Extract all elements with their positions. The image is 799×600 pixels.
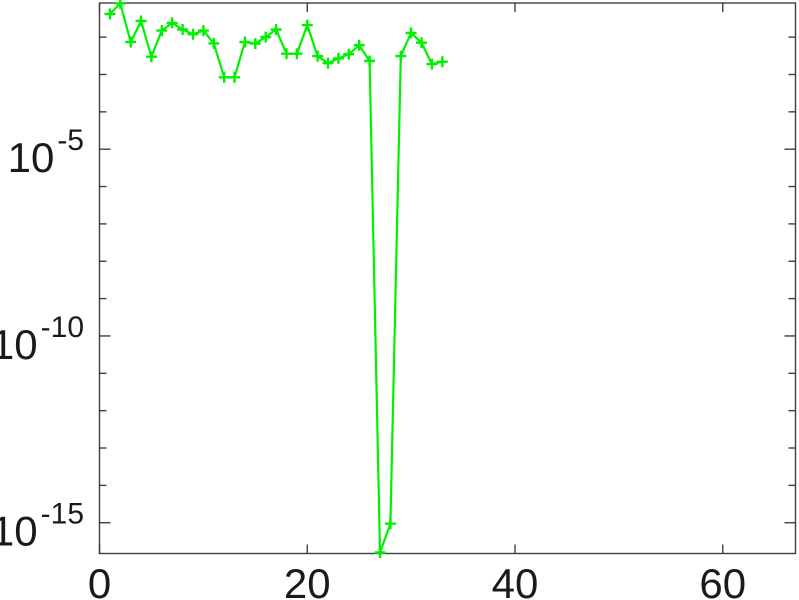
series-error-curve <box>104 0 448 558</box>
y-tick-label: 10 -10 <box>0 311 84 368</box>
x-tick-label: 40 <box>492 560 539 600</box>
plot-box <box>98 2 797 555</box>
y-tick-label: 10 -15 <box>0 498 84 555</box>
y-tick-label: 10 -5 <box>8 124 84 181</box>
x-tick-label: 20 <box>284 560 331 600</box>
x-tick-label: 60 <box>699 560 746 600</box>
axis-ticks <box>98 3 796 554</box>
y-tick-labels: 10-5 10-10 10-15 <box>0 124 84 555</box>
x-tick-labels: 0 20 40 60 <box>88 560 746 600</box>
x-tick-label: 0 <box>88 560 111 600</box>
data-line <box>109 2 443 554</box>
data-markers <box>104 0 448 558</box>
